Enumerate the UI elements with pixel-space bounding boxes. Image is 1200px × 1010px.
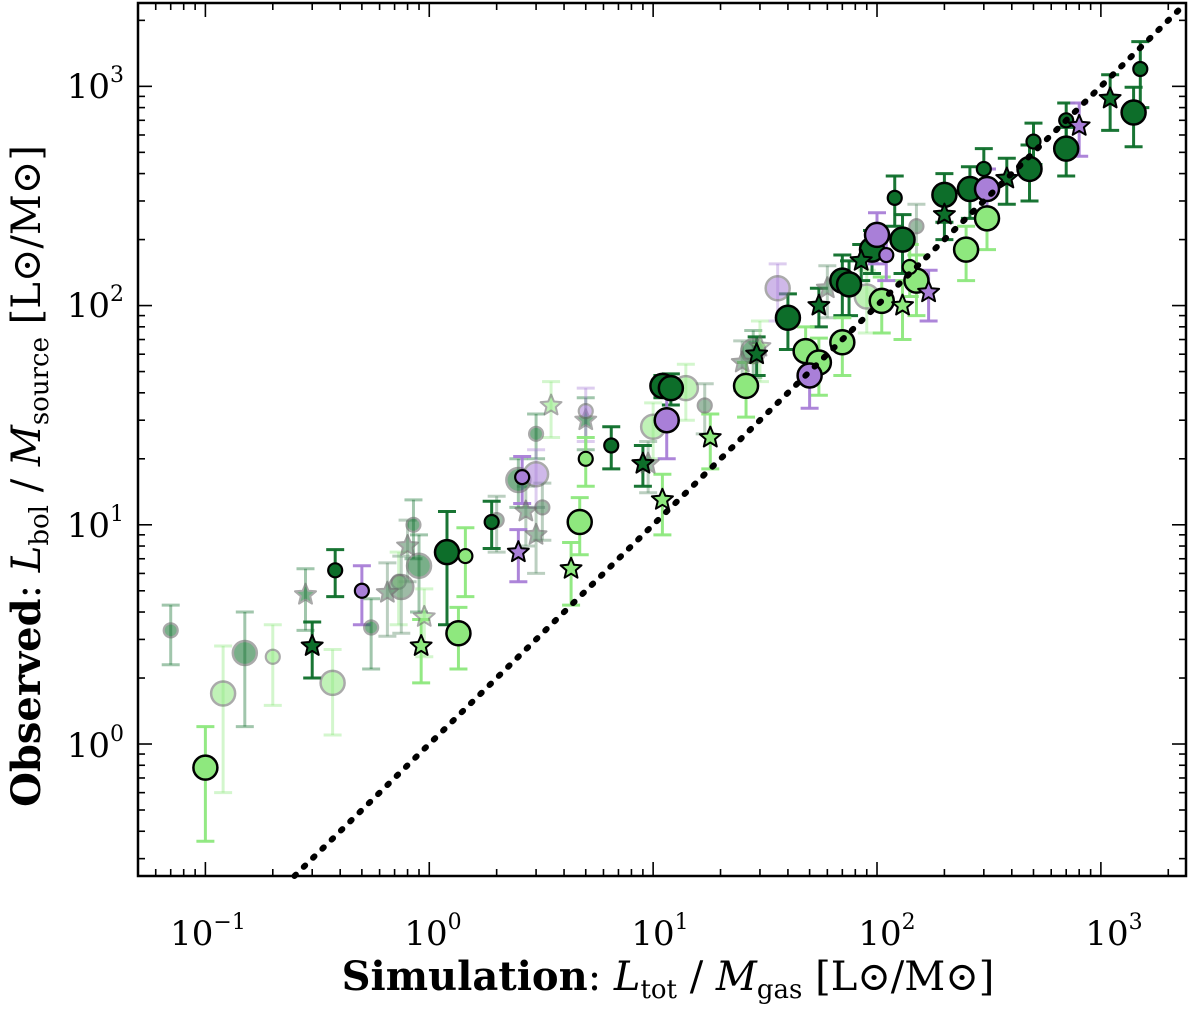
data-point-circle: [889, 226, 916, 253]
data-point-circle: [1120, 99, 1147, 126]
x-tick-label: 10−1: [170, 910, 246, 954]
x-tick-label: 101: [631, 910, 688, 954]
data-point-circle: [231, 639, 259, 667]
data-point-star: [294, 582, 317, 605]
data-point-small-circle: [577, 450, 594, 467]
data-point-small-circle: [886, 189, 903, 206]
data-point-small-circle: [577, 403, 594, 420]
data-point-small-circle: [405, 516, 422, 533]
data-point-star: [807, 293, 831, 316]
x-tick-label: 103: [1085, 910, 1142, 954]
data-point-star: [506, 540, 530, 563]
data-point-circle: [732, 372, 760, 400]
data-point-small-circle: [908, 218, 925, 235]
y-tick-label: 102: [67, 282, 124, 326]
data-point-star: [409, 634, 433, 656]
data-point-star: [650, 487, 674, 510]
data-point-star: [932, 202, 956, 225]
x-tick-label: 102: [858, 910, 915, 954]
data-point-circle: [1052, 135, 1080, 162]
y-tick-label: 101: [67, 502, 124, 546]
data-point-circle: [209, 680, 237, 707]
data-point-small-circle: [603, 437, 620, 454]
data-point-small-circle: [514, 469, 531, 486]
data-point-small-circle: [457, 547, 474, 565]
data-point-circle: [973, 205, 1001, 232]
data-point-circle: [566, 508, 593, 536]
data-point-small-circle: [363, 619, 380, 636]
data-points: [162, 60, 1149, 781]
data-point-circle: [973, 175, 1001, 203]
data-point-circle: [445, 620, 472, 647]
data-point-small-circle: [527, 425, 545, 442]
data-point-star: [698, 425, 722, 448]
data-point-small-circle: [483, 513, 500, 531]
data-point-circle: [1016, 155, 1043, 183]
data-point-small-circle: [696, 397, 713, 414]
data-point-circle: [653, 406, 680, 434]
data-point-star: [300, 634, 324, 656]
data-point-circle: [405, 552, 433, 580]
data-point-circle: [764, 274, 791, 302]
data-point-star: [1098, 86, 1122, 109]
data-point-star: [539, 393, 563, 416]
x-axis-title: Simulation: Ltot / Mgas [L⊙/M⊙]: [342, 953, 995, 1005]
data-point-circle: [657, 374, 685, 402]
data-point-circle: [774, 304, 802, 331]
data-point-small-circle: [327, 562, 344, 579]
data-point-star: [1067, 113, 1091, 136]
data-point-star: [396, 534, 419, 556]
axis-ticks: [137, 3, 1186, 876]
data-point-circle: [835, 271, 863, 298]
data-point-circle: [192, 754, 219, 781]
plot-frame: [136, 1, 1188, 878]
data-point-star: [375, 580, 399, 603]
data-point-star: [891, 293, 914, 316]
one-to-one-line: [291, 0, 1189, 879]
data-point-star: [745, 342, 769, 365]
data-point-small-circle: [353, 582, 370, 599]
y-tick-label: 100: [67, 722, 124, 766]
data-point-circle: [319, 669, 346, 697]
data-point-star: [514, 499, 538, 522]
data-point-small-circle: [162, 622, 179, 639]
data-point-star: [631, 451, 655, 474]
x-tick-label: 100: [404, 910, 461, 954]
data-point-star: [917, 280, 941, 303]
y-axis-title: Observed: Lbol / Msource [L⊙/M⊙]: [3, 145, 55, 807]
data-point-star: [412, 604, 436, 627]
data-point-small-circle: [534, 499, 551, 516]
data-point-circle: [863, 221, 891, 249]
data-point-small-circle: [878, 246, 895, 264]
data-point-small-circle: [975, 160, 992, 178]
data-point-star: [524, 522, 548, 545]
data-point-circle: [433, 538, 461, 566]
data-point-star: [559, 556, 583, 579]
data-point-small-circle: [1132, 60, 1149, 78]
data-point-star: [849, 248, 873, 271]
data-point-circle: [952, 236, 980, 263]
data-point-small-circle: [264, 648, 281, 665]
y-tick-label: 103: [67, 63, 124, 107]
error-bars: [161, 40, 1150, 843]
